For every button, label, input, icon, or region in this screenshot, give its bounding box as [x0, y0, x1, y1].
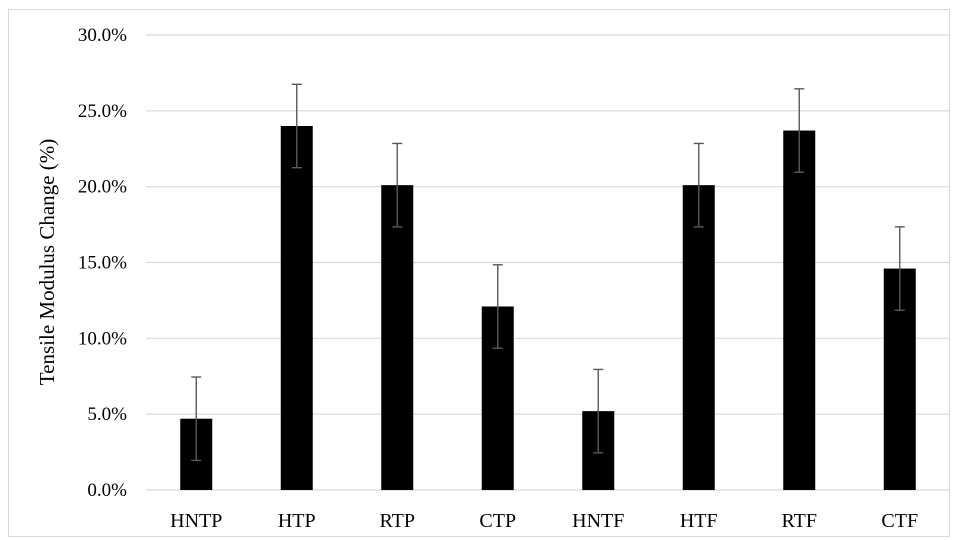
x-axis-categories: HNTP HTP RTP CTP HNTF HTF RTF CTF [170, 510, 918, 532]
chart-frame [8, 9, 950, 537]
y-tick-label: 30.0% [78, 25, 127, 46]
x-category-label: CTF [881, 510, 918, 532]
y-tick-label: 5.0% [87, 404, 127, 425]
x-category-label: CTP [479, 510, 516, 532]
bar-rtf [783, 130, 816, 491]
error-bars [191, 83, 905, 462]
y-tick-label: 15.0% [78, 253, 127, 274]
x-category-label: HNTF [572, 510, 624, 532]
error-bar-htf [693, 142, 704, 228]
y-tick-label: 0.0% [87, 480, 127, 501]
error-bar-rtp [392, 142, 403, 228]
bar-htp [280, 126, 313, 490]
error-bar-hntf [593, 368, 604, 454]
bars [180, 126, 916, 491]
y-tick-label: 20.0% [78, 177, 127, 198]
x-category-label: RTP [380, 510, 415, 532]
y-tick-label: 10.0% [78, 328, 127, 349]
error-bar-ctf [894, 226, 905, 311]
error-bar-rtf [794, 88, 805, 173]
y-axis-title: Tensile Modulus Change (%) [35, 139, 59, 385]
error-bar-htp [291, 83, 302, 169]
y-axis-ticks: 0.0% 5.0% 10.0% 15.0% 20.0% 25.0% 30.0% [78, 25, 127, 501]
error-bar-hntp [191, 376, 202, 462]
y-tick-label: 25.0% [78, 101, 127, 122]
gridlines [146, 34, 950, 491]
error-bar-ctp [492, 264, 503, 349]
x-category-label: RTF [782, 510, 817, 532]
bar-rtp [381, 185, 414, 490]
x-category-label: HTF [680, 510, 718, 532]
x-category-label: HNTP [170, 510, 222, 532]
bar-htf [682, 185, 715, 490]
x-category-label: HTP [278, 510, 316, 532]
